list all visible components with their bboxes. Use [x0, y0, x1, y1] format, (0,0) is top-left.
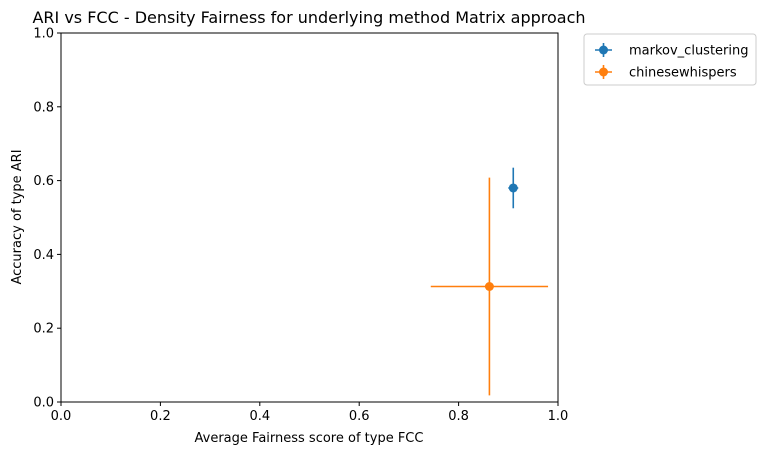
chart-title: ARI vs FCC - Density Fairness for underl… — [32, 8, 585, 27]
x-tick-label: 0.2 — [150, 409, 171, 424]
series-layer — [430, 167, 549, 396]
x-tick-label: 0.6 — [349, 409, 370, 424]
y-tick-label: 0.2 — [33, 322, 54, 337]
x-axis-label: Average Fairness score of type FCC — [195, 431, 424, 446]
y-tick-label: 0.6 — [33, 174, 54, 189]
x-axis-ticks: 0.0 0.2 0.4 0.6 0.8 1.0 — [51, 402, 569, 424]
legend-entry-markov_clustering: markov_clustering — [595, 43, 749, 59]
y-tick-label: 0.0 — [33, 396, 54, 411]
y-tick-label: 0.4 — [33, 248, 54, 263]
series-chinesewhispers — [430, 177, 549, 396]
x-tick-label: 0.8 — [448, 409, 469, 424]
data-point — [508, 183, 518, 193]
legend-entry-chinesewhispers: chinesewhispers — [595, 65, 737, 81]
legend-marker — [599, 45, 608, 55]
series-markov_clustering — [508, 167, 519, 209]
legend-label: markov_clustering — [629, 44, 749, 59]
legend-frame — [583, 33, 757, 86]
y-tick-label: 1.0 — [33, 27, 54, 42]
x-tick-label: 0.0 — [51, 409, 72, 424]
x-tick-label: 1.0 — [548, 409, 569, 424]
legend: markov_clustering chinesewhispers — [583, 33, 757, 86]
y-axis-ticks: 0.0 0.2 0.4 0.6 0.8 1.0 — [33, 27, 61, 411]
legend-label: chinesewhispers — [629, 66, 737, 81]
y-tick-label: 0.8 — [33, 100, 54, 115]
plot-frame — [60, 32, 559, 403]
x-tick-label: 0.4 — [249, 409, 270, 424]
data-point — [484, 282, 494, 292]
y-axis-label: Accuracy of type ARI — [10, 149, 25, 284]
legend-marker — [599, 67, 608, 77]
